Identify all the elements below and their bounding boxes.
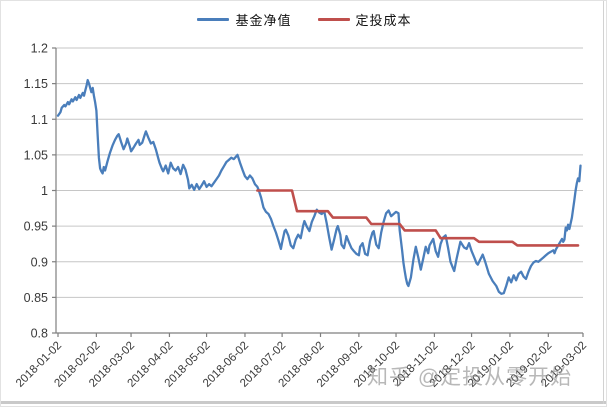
svg-text:0.8: 0.8 xyxy=(31,327,48,341)
legend-item-dca-cost: 定投成本 xyxy=(317,10,412,29)
svg-text:1: 1 xyxy=(41,184,48,198)
legend-item-fund-nav: 基金净值 xyxy=(197,10,291,29)
svg-text:0.9: 0.9 xyxy=(31,255,48,269)
dca-cost-line-swatch xyxy=(317,18,350,21)
image-border-right xyxy=(603,1,604,404)
svg-text:0.95: 0.95 xyxy=(24,220,48,234)
chart-legend: 基金净值 定投成本 xyxy=(1,10,606,29)
zhihu-watermark: 知乎 @定投从零开始 xyxy=(367,366,573,389)
image-border-bottom xyxy=(1,401,606,404)
fund-nav-legend-label: 基金净值 xyxy=(235,13,292,28)
svg-text:0.85: 0.85 xyxy=(24,291,48,305)
fund-nav-line-swatch xyxy=(197,18,230,21)
svg-text:1.15: 1.15 xyxy=(24,77,48,91)
dca-cost-legend-label: 定投成本 xyxy=(355,13,412,28)
svg-text:1.2: 1.2 xyxy=(31,42,48,56)
svg-text:1.05: 1.05 xyxy=(24,148,48,162)
svg-text:1.1: 1.1 xyxy=(31,113,48,127)
